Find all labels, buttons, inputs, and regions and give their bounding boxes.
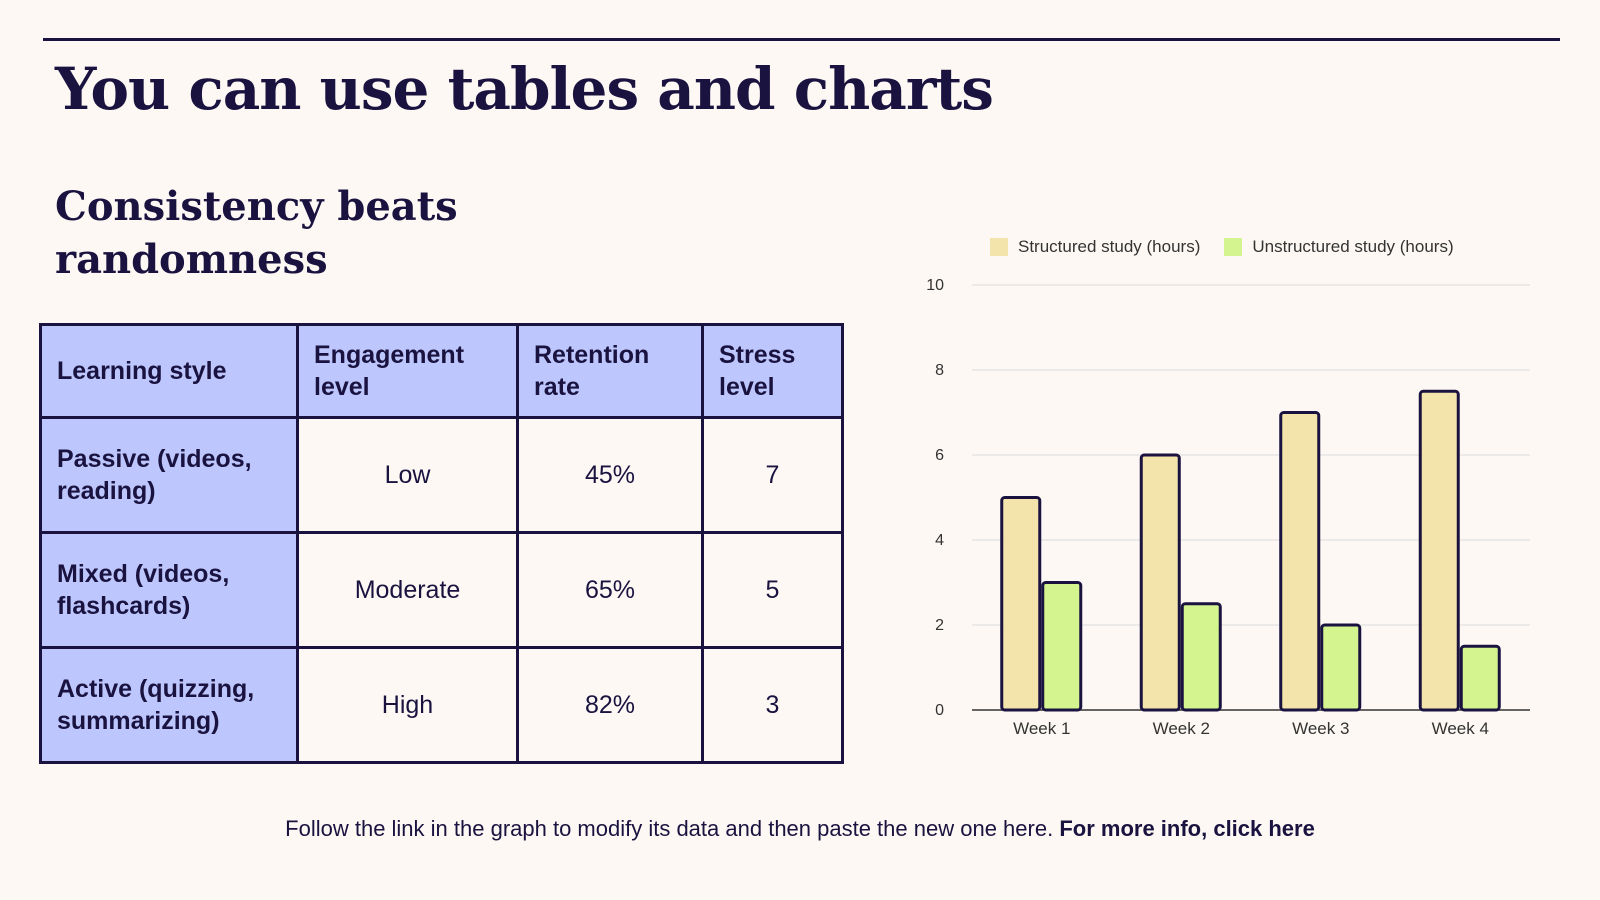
table-row: Active (quizzing, summarizing) High 82% …: [39, 646, 844, 764]
table-row: Passive (videos, reading) Low 45% 7: [39, 416, 844, 534]
section-subtitle: Consistency beats randomness: [55, 183, 458, 283]
legend-label-unstructured: Unstructured study (hours): [1252, 237, 1454, 256]
table-row: Mixed (videos, flashcards) Moderate 65% …: [39, 531, 844, 649]
bar-unstructured: [1320, 623, 1362, 712]
x-tick-label: Week 2: [1153, 719, 1210, 738]
header-learning-style: Learning style: [39, 323, 299, 419]
bar-structured: [1279, 411, 1321, 712]
chart-legend: Structured study (hours) Unstructured st…: [990, 237, 1454, 257]
y-tick-label: 4: [935, 532, 944, 549]
learning-style-table: Learning style Engagement level Retentio…: [39, 323, 844, 764]
legend-swatch-unstructured: [1224, 238, 1243, 256]
table-header-row: Learning style Engagement level Retentio…: [39, 323, 844, 419]
footer-note: Follow the link in the graph to modify i…: [0, 816, 1600, 842]
bar-unstructured: [1180, 602, 1222, 712]
x-tick-label: Week 4: [1432, 719, 1489, 738]
x-tick-label: Week 1: [1013, 719, 1070, 738]
cell-engagement: Low: [296, 416, 519, 534]
bar-structured: [1000, 496, 1042, 712]
cell-retention: 82%: [516, 646, 704, 764]
header-stress-level: Stress level: [701, 323, 844, 419]
top-rule: [43, 38, 1560, 41]
cell-stress: 3: [701, 646, 844, 764]
legend-label-structured: Structured study (hours): [1018, 237, 1201, 256]
more-info-link[interactable]: For more info, click here: [1059, 816, 1315, 841]
y-tick-label: 6: [935, 447, 944, 464]
cell-learning-style: Passive (videos, reading): [39, 416, 299, 534]
header-retention-rate: Retention rate: [516, 323, 704, 419]
cell-learning-style: Mixed (videos, flashcards): [39, 531, 299, 649]
cell-learning-style: Active (quizzing, summarizing): [39, 646, 299, 764]
cell-retention: 65%: [516, 531, 704, 649]
y-tick-label: 8: [935, 362, 944, 379]
header-engagement-level: Engagement level: [296, 323, 519, 419]
cell-stress: 5: [701, 531, 844, 649]
study-hours-chart[interactable]: Structured study (hours) Unstructured st…: [900, 225, 1550, 745]
footer-text: Follow the link in the graph to modify i…: [285, 816, 1054, 841]
cell-retention: 45%: [516, 416, 704, 534]
page-title: You can use tables and charts: [55, 55, 994, 123]
bar-unstructured: [1041, 581, 1083, 712]
y-tick-label: 10: [926, 277, 944, 294]
chart-canvas: 0 2 4 6 8 10 Week 1 Week 2 Week 3 Week 4: [926, 277, 1530, 738]
legend-item-unstructured: Unstructured study (hours): [1224, 237, 1454, 257]
y-tick-label: 2: [935, 617, 944, 634]
bar-structured: [1418, 389, 1460, 712]
cell-engagement: Moderate: [296, 531, 519, 649]
cell-stress: 7: [701, 416, 844, 534]
legend-item-structured: Structured study (hours): [990, 237, 1200, 257]
bar-structured: [1139, 453, 1181, 712]
bar-unstructured: [1459, 644, 1501, 712]
y-tick-label: 0: [935, 702, 944, 719]
legend-swatch-structured: [990, 238, 1008, 256]
x-tick-label: Week 3: [1292, 719, 1349, 738]
cell-engagement: High: [296, 646, 519, 764]
